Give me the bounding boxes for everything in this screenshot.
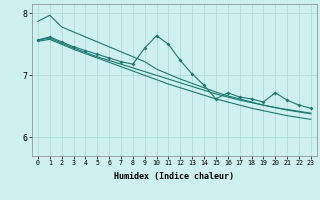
- X-axis label: Humidex (Indice chaleur): Humidex (Indice chaleur): [115, 172, 234, 181]
